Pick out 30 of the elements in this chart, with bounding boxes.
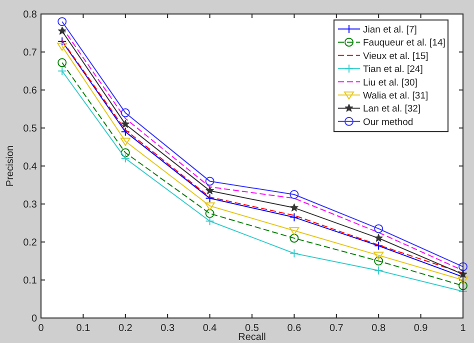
y-tick-label: 0.7 xyxy=(23,48,38,58)
x-tick-label: 0.7 xyxy=(329,323,344,334)
legend-label: Liu et al. [30] xyxy=(363,77,418,88)
x-tick-label: 1 xyxy=(460,323,466,334)
legend-label: Jian et al. [7] xyxy=(363,24,417,36)
legend-label: Lan et al. [32] xyxy=(363,104,421,115)
legend-label: Walia et al. [31] xyxy=(363,90,428,102)
y-tick-label: 0.8 xyxy=(23,10,38,20)
x-tick-label: 0.9 xyxy=(414,323,428,334)
legend-label: Vieux et al. [15] xyxy=(363,50,428,62)
y-axis-title: Precision xyxy=(5,145,16,187)
legend-label: Tian et al. [24] xyxy=(363,64,423,76)
x-tick-label: 0.4 xyxy=(202,323,218,334)
y-tick-label: 0.2 xyxy=(23,238,38,248)
y-tick-label: 0.1 xyxy=(23,276,38,286)
x-tick-label: 0.5 xyxy=(245,323,260,334)
legend-label: Fauqueur et al. [14] xyxy=(363,38,446,49)
x-tick-label: 0.2 xyxy=(118,323,133,334)
legend-label: Our method xyxy=(363,116,414,128)
x-tick-label: 0.8 xyxy=(372,323,386,334)
y-tick-label: 0.5 xyxy=(23,124,38,134)
x-axis-title: Recall xyxy=(238,332,266,343)
y-tick-label: 0 xyxy=(31,314,38,324)
x-tick-label: 0.3 xyxy=(160,323,175,334)
y-tick-label: 0.4 xyxy=(23,162,38,172)
y-tick-label: 0.6 xyxy=(23,86,38,96)
x-tick-label: 0.6 xyxy=(287,323,302,334)
x-tick-label: 0.1 xyxy=(76,323,91,334)
y-tick-label: 0.3 xyxy=(23,200,38,210)
x-tick-label: 0 xyxy=(38,323,44,334)
